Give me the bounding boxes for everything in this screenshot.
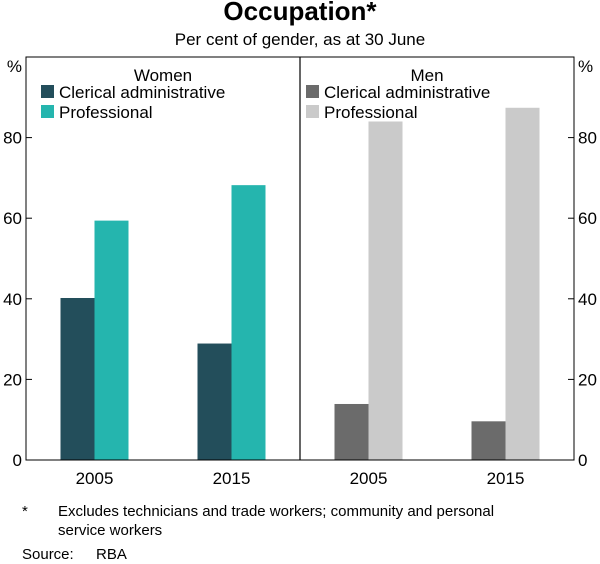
y-tick-label-left: 40 xyxy=(3,290,22,309)
y-tick-label-left: 0 xyxy=(13,451,22,470)
legend-swatch-women-1 xyxy=(41,105,54,118)
y-tick-label-left: 20 xyxy=(3,370,22,389)
x-tick-label: 2015 xyxy=(487,469,525,488)
legend-swatch-women-0 xyxy=(41,85,54,98)
y-unit-right: % xyxy=(578,57,593,76)
bar-men-2015-clerical-administrative xyxy=(471,421,506,460)
bar-women-2015-professional xyxy=(231,185,266,461)
x-tick-label: 2005 xyxy=(76,469,114,488)
y-tick-label-right: 0 xyxy=(578,451,587,470)
bar-women-2015-clerical-administrative xyxy=(197,343,232,460)
y-tick-label-right: 80 xyxy=(578,129,597,148)
bar-women-2005-clerical-administrative xyxy=(60,297,95,460)
bar-women-2005-professional xyxy=(94,220,129,460)
legend-label-women-1: Professional xyxy=(59,103,153,122)
chart-subtitle: Per cent of gender, as at 30 June xyxy=(174,30,426,49)
bar-men-2005-clerical-administrative xyxy=(334,403,369,460)
y-tick-label-left: 60 xyxy=(3,209,22,228)
footnote-line-2: service workers xyxy=(58,522,163,539)
bar-men-2015-professional xyxy=(505,107,540,460)
y-tick-label-right: 20 xyxy=(578,370,597,389)
x-tick-label: 2015 xyxy=(213,469,251,488)
bar-men-2005-professional xyxy=(368,121,403,460)
legend-label-women-0: Clerical administrative xyxy=(59,83,225,102)
legend-label-men-0: Clerical administrative xyxy=(324,83,490,102)
footnote-marker: * xyxy=(22,503,28,520)
y-unit-left: % xyxy=(7,57,22,76)
y-tick-label-right: 60 xyxy=(578,209,597,228)
footnote-line-1: Excludes technicians and trade workers; … xyxy=(58,503,495,520)
legend-swatch-men-0 xyxy=(306,85,319,98)
legend-label-men-1: Professional xyxy=(324,103,418,122)
panel-title-women: Women xyxy=(134,66,192,85)
source-value: RBA xyxy=(96,546,127,563)
y-tick-label-right: 40 xyxy=(578,290,597,309)
source-label: Source: xyxy=(22,546,74,563)
y-tick-label-left: 80 xyxy=(3,129,22,148)
legend-swatch-men-1 xyxy=(306,105,319,118)
x-tick-label: 2005 xyxy=(350,469,388,488)
chart-title: Occupation* xyxy=(223,0,377,26)
panel-title-men: Men xyxy=(410,66,443,85)
